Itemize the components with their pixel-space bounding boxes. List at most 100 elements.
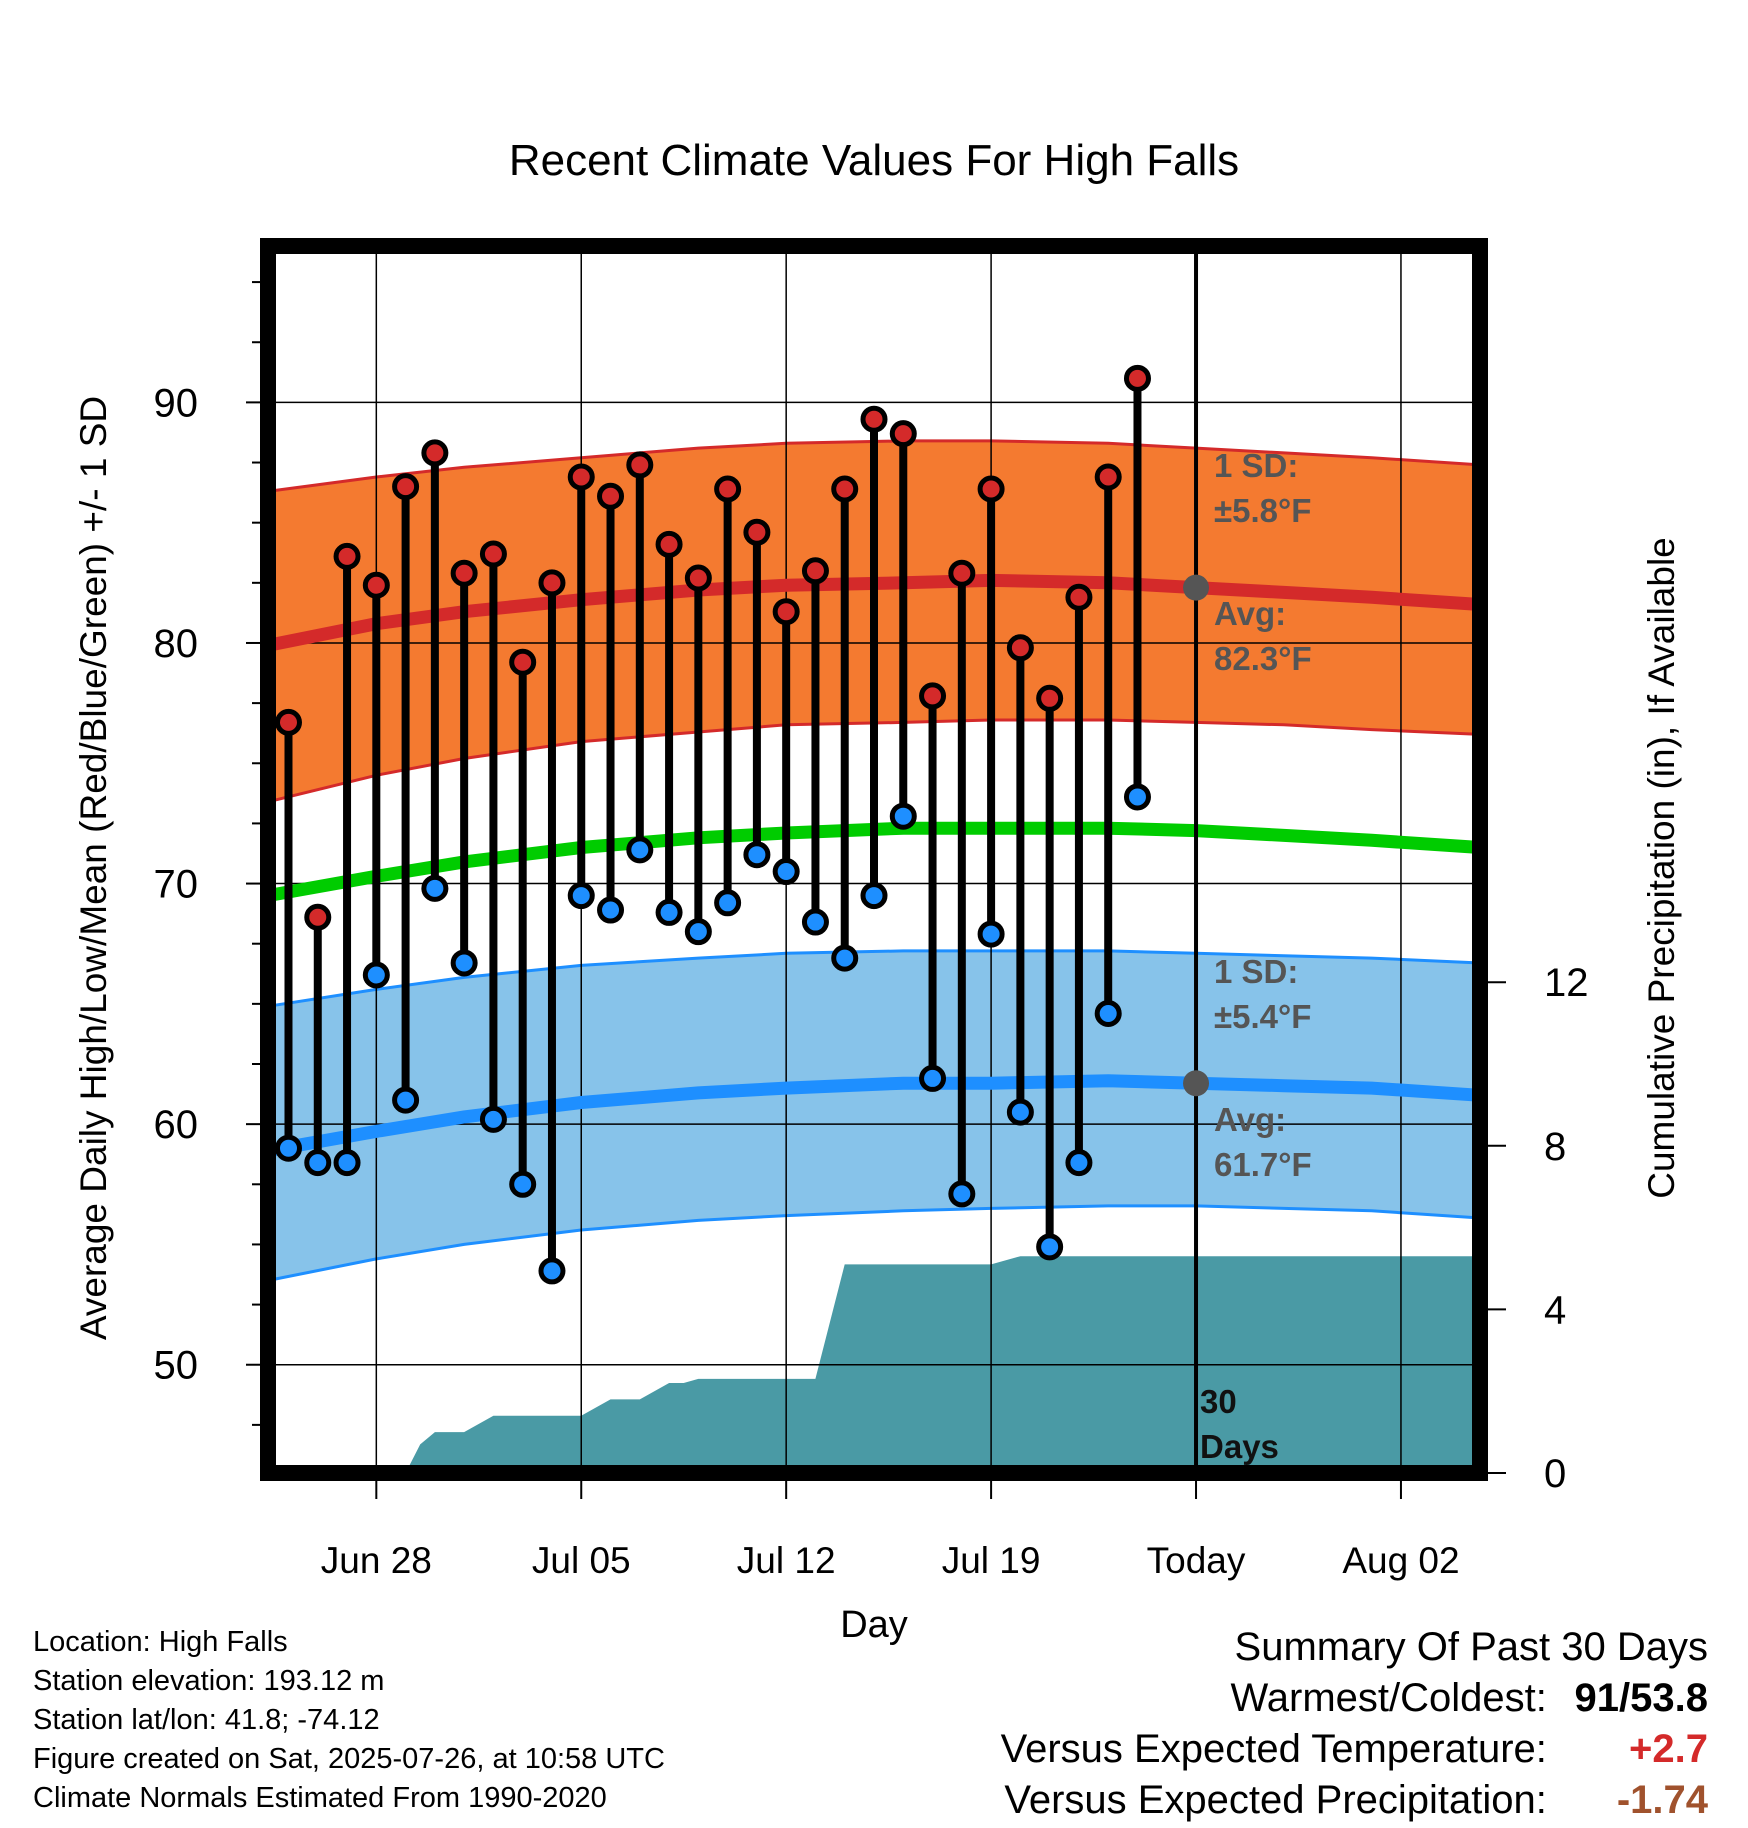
daily-high-point — [626, 451, 654, 479]
y-axis-label-left: Average Daily High/Low/Mean (Red/Blue/Gr… — [73, 396, 114, 1340]
daily-low-point — [538, 1257, 566, 1285]
created-text: Figure created on Sat, 2025-07-26, at 10… — [33, 1743, 665, 1775]
daily-high-point — [479, 540, 507, 568]
daily-low-point — [977, 920, 1005, 948]
daily-low-point — [1036, 1233, 1064, 1261]
daily-low-point — [1094, 999, 1122, 1027]
daily-high-point — [509, 648, 537, 676]
window-days-number: 30 — [1200, 1383, 1237, 1420]
warmest-coldest-separator: / — [1619, 1676, 1631, 1720]
daily-high-point — [889, 420, 917, 448]
low-average-line — [266, 1074, 1481, 1158]
daily-low-point — [714, 889, 742, 917]
daily-high-point — [1006, 634, 1034, 662]
daily-low-point — [889, 802, 917, 830]
daily-low-point — [772, 858, 800, 886]
precipitation-anomaly-row: Versus Expected Precipitation: -1.74 — [1001, 1775, 1708, 1826]
x-tick-label: Jul 12 — [737, 1540, 836, 1581]
warmest-coldest-label: Warmest/Coldest: — [1230, 1676, 1547, 1720]
daily-high-point — [304, 903, 332, 931]
warmest-coldest-value: 91/53.8 — [1558, 1673, 1708, 1724]
window-days-label: Days — [1200, 1428, 1279, 1465]
daily-high-point — [1036, 684, 1064, 712]
daily-low-point — [948, 1180, 976, 1208]
normals-text: Climate Normals Estimated From 1990-2020 — [33, 1782, 607, 1814]
daily-high-point — [919, 682, 947, 710]
y2-tick-label: 12 — [1544, 961, 1589, 1005]
daily-low-point — [421, 874, 449, 902]
y-tick-label: 60 — [154, 1103, 199, 1147]
coldest-value: 53.8 — [1630, 1676, 1708, 1720]
daily-low-point — [567, 882, 595, 910]
high-sd-value: ±5.8°F — [1214, 492, 1311, 529]
low-sd-band — [268, 950, 1480, 1281]
high-avg-value: 82.3°F — [1214, 640, 1312, 677]
daily-low-point — [450, 949, 478, 977]
daily-low-point — [655, 898, 683, 926]
daily-low-point — [274, 1134, 302, 1162]
daily-high-point — [743, 518, 771, 546]
y-tick-label: 80 — [154, 622, 199, 666]
y2-tick-label: 8 — [1544, 1125, 1566, 1169]
y-tick-label: 70 — [154, 863, 199, 907]
daily-high-point — [421, 439, 449, 467]
low-sd-value: ±5.4°F — [1214, 998, 1311, 1035]
daily-low-point — [479, 1105, 507, 1133]
location-text: Location: High Falls — [33, 1626, 288, 1658]
temperature-anomaly-value: +2.7 — [1629, 1727, 1708, 1771]
daily-high-point — [655, 530, 683, 558]
summary-panel: Summary Of Past 30 Days Warmest/Coldest:… — [1001, 1622, 1708, 1826]
y-axis-label-right: Cumulative Precipitation (in), If Availa… — [1641, 537, 1682, 1199]
warmest-value: 91 — [1574, 1676, 1620, 1720]
precipitation-anomaly-label: Versus Expected Precipitation: — [1004, 1778, 1547, 1822]
low-sd-label: 1 SD: — [1214, 953, 1298, 990]
x-tick-label: Jul 19 — [942, 1540, 1041, 1581]
today-low-average-marker — [1183, 1070, 1210, 1097]
daily-high-point — [362, 571, 390, 599]
daily-high-point — [684, 564, 712, 592]
summary-title: Summary Of Past 30 Days — [1234, 1625, 1708, 1669]
daily-high-point — [772, 598, 800, 626]
daily-high-point — [1123, 364, 1151, 392]
daily-low-point — [1123, 783, 1151, 811]
daily-low-point — [626, 836, 654, 864]
x-tick-label: Today — [1147, 1540, 1246, 1581]
daily-high-point — [333, 542, 361, 570]
low-avg-value: 61.7°F — [1214, 1146, 1312, 1183]
x-tick-label: Aug 02 — [1342, 1540, 1459, 1581]
daily-high-point — [948, 559, 976, 587]
y-tick-label: 90 — [154, 381, 199, 425]
today-high-average-marker — [1183, 574, 1210, 601]
daily-high-point — [1065, 583, 1093, 611]
daily-low-point — [304, 1149, 332, 1177]
temperature-anomaly-row: Versus Expected Temperature: +2.7 — [1001, 1724, 1708, 1775]
precipitation-anomaly-value: -1.74 — [1616, 1778, 1708, 1822]
daily-low-point — [1006, 1098, 1034, 1126]
daily-low-point — [509, 1170, 537, 1198]
low-band-lower-edge — [267, 1204, 1481, 1282]
daily-high-point — [860, 405, 888, 433]
daily-high-point — [831, 475, 859, 503]
warmest-coldest-row: Warmest/Coldest: 91/53.8 — [1001, 1673, 1709, 1724]
station-info: Location: High Falls Station elevation: … — [33, 1623, 665, 1818]
daily-low-point — [919, 1064, 947, 1092]
high-avg-label: Avg: — [1214, 595, 1286, 632]
daily-low-point — [1065, 1149, 1093, 1177]
y2-tick-label: 4 — [1544, 1288, 1566, 1332]
daily-high-point — [977, 475, 1005, 503]
daily-high-point — [597, 482, 625, 510]
x-tick-label: Jun 28 — [321, 1540, 432, 1581]
high-sd-label: 1 SD: — [1214, 447, 1298, 484]
daily-high-point — [392, 473, 420, 501]
x-axis-label: Day — [840, 1604, 908, 1646]
temperature-anomaly-label: Versus Expected Temperature: — [1000, 1727, 1547, 1771]
y-tick-label: 50 — [154, 1344, 199, 1388]
low-band-upper-edge — [267, 949, 1481, 1008]
daily-high-point — [450, 559, 478, 587]
daily-high-point — [274, 708, 302, 736]
daily-low-point — [684, 918, 712, 946]
daily-high-point — [538, 569, 566, 597]
chart-title: Recent Climate Values For High Falls — [509, 136, 1239, 185]
daily-high-point — [801, 557, 829, 585]
